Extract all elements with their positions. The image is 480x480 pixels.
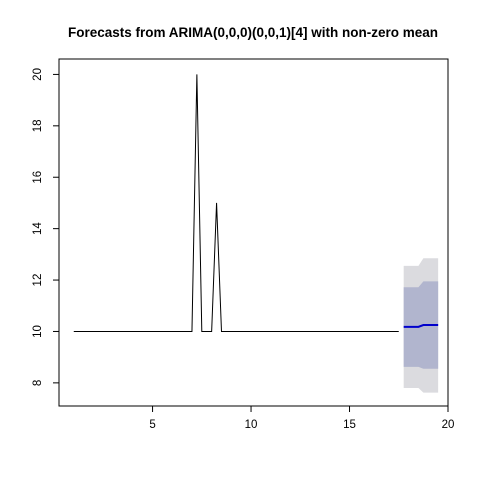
forecast-mean-line	[403, 324, 439, 328]
y-axis: 8 10 12 14 16 18 20	[32, 68, 60, 386]
y-tick-label: 8	[32, 380, 44, 386]
y-tick-label: 10	[32, 325, 44, 338]
series-layer	[73, 74, 399, 332]
series-line	[73, 74, 399, 332]
x-tick-label: 5	[149, 419, 155, 431]
x-tick-label: 15	[343, 419, 356, 431]
y-tick-label: 12	[32, 274, 44, 287]
y-tick-label: 14	[32, 222, 44, 235]
y-tick-label: 16	[32, 171, 44, 184]
y-tick-label: 20	[32, 68, 44, 81]
chart-title: Forecasts from ARIMA(0,0,0)(0,0,1)[4] wi…	[68, 25, 438, 40]
x-tick-label: 20	[442, 419, 455, 431]
x-axis: 5 10 15 20	[149, 405, 455, 431]
plot-frame	[58, 58, 449, 407]
y-tick-label: 18	[32, 119, 44, 132]
forecast-layer	[403, 324, 439, 328]
x-tick-label: 10	[245, 419, 258, 431]
